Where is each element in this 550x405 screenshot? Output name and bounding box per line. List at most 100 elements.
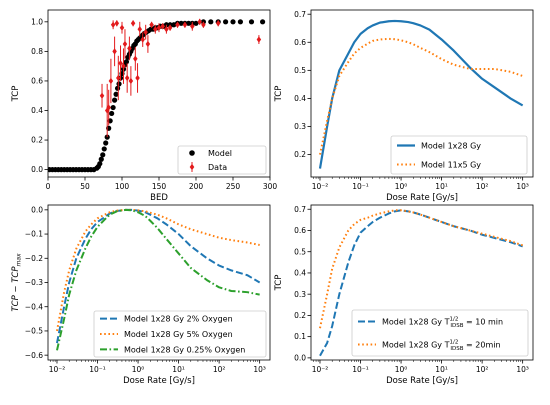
data-point xyxy=(143,28,148,36)
x-tick-label: 250 xyxy=(226,182,241,191)
x-tick-label: 10² xyxy=(213,365,226,374)
y-axis-label: TCP xyxy=(274,86,284,103)
model-point xyxy=(208,19,214,25)
legend-label-suffix: = 10 min xyxy=(463,318,503,327)
x-tick-label: 100 xyxy=(115,182,130,191)
model-point xyxy=(110,104,116,111)
x-tick-label: 10⁻¹ xyxy=(89,365,106,374)
y-tick-label: 0.8 xyxy=(31,47,43,56)
series-line-1 xyxy=(319,209,523,357)
plot-area xyxy=(48,18,266,173)
legend-label-sub: IDSB xyxy=(450,346,463,352)
y-tick-label: 0.5 xyxy=(294,66,306,75)
y-tick-label: 0.3 xyxy=(294,290,306,299)
model-point xyxy=(193,20,199,26)
model-point xyxy=(248,19,255,25)
x-axis-label: Dose Rate [Gy/s] xyxy=(386,376,458,386)
x-tick-label: 10⁻² xyxy=(312,365,329,374)
plot-area xyxy=(319,209,523,357)
data-point xyxy=(175,21,180,28)
x-tick-label: 10³ xyxy=(253,365,266,374)
y-tick-label: −0.6 xyxy=(25,351,43,360)
legend-label: Model 1x28 Gy 2% Oxygen xyxy=(124,315,233,324)
y-tick-label: −0.2 xyxy=(25,254,43,263)
legend-box xyxy=(93,310,267,358)
data-point xyxy=(114,20,120,27)
legend-label: Model 1x28 Gy T1/2 IDSB = 20min xyxy=(382,340,501,353)
model-point xyxy=(186,20,192,26)
y-tick-label: 0.6 xyxy=(31,77,43,86)
axes-frame xyxy=(310,204,534,361)
y-tick-label: 0.1 xyxy=(294,332,306,341)
series-line-1 xyxy=(56,208,261,344)
data-point xyxy=(145,40,151,48)
y-tick-label: 0.4 xyxy=(31,106,43,115)
y-tick-label: 0.3 xyxy=(294,122,306,131)
y-tick-label: 0.0 xyxy=(31,165,43,174)
legend-label: Data xyxy=(208,163,227,172)
model-point xyxy=(112,97,118,103)
x-tick-label: 10⁻¹ xyxy=(352,182,369,191)
data-point xyxy=(121,62,126,70)
y-axis-label-main: TCP − TCP xyxy=(11,266,21,312)
data-point xyxy=(256,36,262,43)
data-point xyxy=(167,24,173,31)
y-tick-label: −0.1 xyxy=(25,230,43,239)
y-tick-label: 0.4 xyxy=(294,269,306,278)
model-point xyxy=(114,85,121,91)
model-point xyxy=(237,19,243,25)
chart-panel-4: 10⁻² 10⁻¹ 10⁰ 10¹ 10² 10³ 0.0 0.1 0.2 0.3 0.4 0.5 0.… xyxy=(274,204,534,386)
data-point xyxy=(128,77,134,85)
model-point xyxy=(230,19,236,25)
x-tick-label: 10⁰ xyxy=(132,365,145,374)
data-point xyxy=(99,92,105,99)
legend-label-main: Model 1x28 Gy T xyxy=(382,318,450,327)
legend-label: Model 1x28 Gy T1/2 IDSB = 10 min xyxy=(382,317,503,330)
x-tick-label: 10⁻² xyxy=(312,182,329,191)
data-point xyxy=(112,48,117,55)
data-point xyxy=(110,21,116,28)
y-tick-label: −0.3 xyxy=(25,278,43,287)
x-tick-label: 10² xyxy=(476,182,489,191)
y-tick-label: 0.0 xyxy=(294,353,306,362)
model-point xyxy=(98,156,104,162)
legend-label-super: 1/2 xyxy=(449,317,458,323)
y-tick-label: 0.2 xyxy=(31,136,43,145)
y-tick-label: 0.6 xyxy=(294,226,306,235)
chart-panel-3: 10⁻² 10⁻¹ 10⁰ 10¹ 10² 10³ 0.0 −0.1 −0.2 −0.3 −0.4 −… xyxy=(11,204,271,386)
model-point xyxy=(223,19,229,25)
data-point xyxy=(118,60,123,67)
legend-box xyxy=(177,145,267,175)
data-point xyxy=(190,23,195,30)
data-point xyxy=(108,77,114,85)
legend-label: Model 11x5 Gy xyxy=(421,161,481,170)
axes-frame xyxy=(310,9,534,178)
legend-label: Model xyxy=(208,149,232,158)
x-tick-label: 10³ xyxy=(516,365,529,374)
data-point xyxy=(201,21,206,28)
data-point xyxy=(164,26,169,33)
y-axis-label: TCP xyxy=(11,86,21,103)
model-point xyxy=(97,161,103,167)
x-tick-label: 10⁻¹ xyxy=(352,365,369,374)
y-tick-label: 0.2 xyxy=(294,150,306,159)
legend-label-main: Model 1x28 Gy T xyxy=(382,341,450,350)
model-point xyxy=(116,81,122,87)
x-tick-label: 10¹ xyxy=(435,365,448,374)
x-tick-label: 10³ xyxy=(516,182,529,191)
model-point xyxy=(113,91,119,97)
x-axis-label: Dose Rate [Gy/s] xyxy=(386,193,458,203)
y-tick-label: −0.4 xyxy=(25,302,43,311)
x-tick-label: 10² xyxy=(476,365,489,374)
x-tick-label: 50 xyxy=(80,182,90,191)
model-point xyxy=(123,59,130,65)
x-axis-label: Dose Rate [Gy/s] xyxy=(123,376,195,386)
series-line-2 xyxy=(319,37,523,155)
x-tick-label: 0 xyxy=(46,182,51,191)
y-tick-label: 1.0 xyxy=(31,17,43,26)
legend-label-suffix: = 20min xyxy=(463,341,500,350)
legend-label-sub: IDSB xyxy=(450,323,463,329)
chart-panel-2: 10⁻² 10⁻¹ 10⁰ 10¹ 10² 10³ 0.2 0.3 0.4 0.5 0.6 0.7 Do… xyxy=(274,9,534,203)
model-point xyxy=(100,152,106,158)
